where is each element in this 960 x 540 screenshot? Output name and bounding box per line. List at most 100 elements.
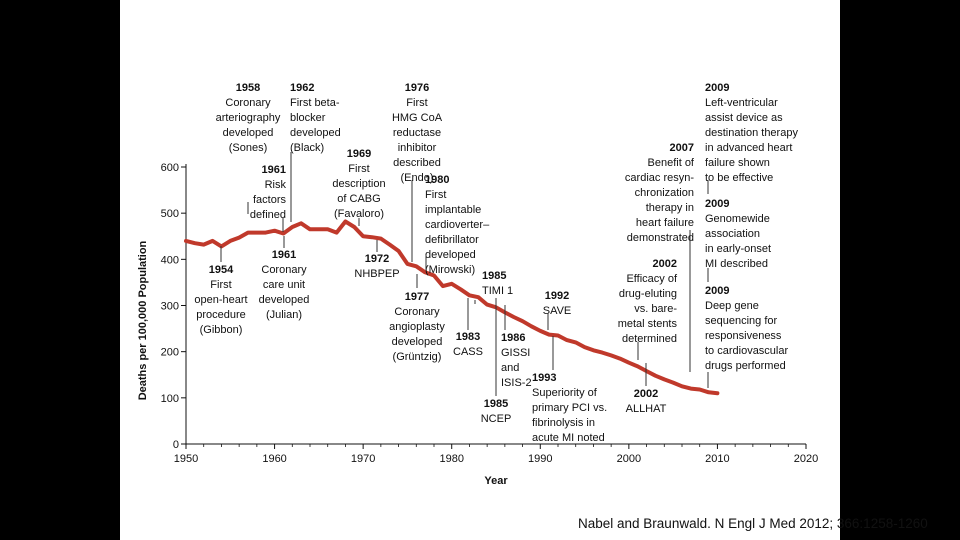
annotation-year: 2007 — [670, 142, 694, 154]
annotation-text: open-heart — [194, 294, 247, 306]
y-tick-label: 500 — [161, 208, 179, 220]
annotation-year: 1985 — [484, 398, 508, 410]
annotation-year: 1983 — [456, 331, 480, 343]
annotation-text: implantable — [425, 204, 481, 216]
annotation-text: ALLHAT — [626, 403, 667, 415]
annotation-text: TIMI 1 — [482, 285, 513, 297]
annotation-text: Genomewide — [705, 213, 770, 225]
annotation-text: developed — [425, 249, 476, 261]
annotation-text: HMG CoA — [392, 112, 443, 124]
annotation-text: cardioverter– — [425, 219, 490, 231]
annotation-text: responsiveness — [705, 330, 782, 342]
x-tick-label: 1990 — [528, 453, 552, 465]
annotation-text: (Gibbon) — [200, 324, 243, 336]
annotation-text: determined — [622, 333, 677, 345]
annotation-year: 1985 — [482, 270, 506, 282]
annotation-text: described — [393, 157, 441, 169]
annotation-text: of CABG — [337, 193, 380, 205]
annotation-year: 1993 — [532, 372, 556, 384]
annotation-text: association — [705, 228, 760, 240]
annotation-year: 1962 — [290, 82, 314, 94]
annotation-year: 1961 — [262, 164, 286, 176]
annotation-text: heart failure — [636, 217, 694, 229]
annotation-text: acute MI noted — [532, 432, 605, 444]
x-tick-label: 2020 — [794, 453, 818, 465]
y-tick-label: 0 — [173, 439, 179, 451]
annotation-year: 1980 — [425, 174, 449, 186]
annotation-text: blocker — [290, 112, 326, 124]
annotation-text: Coronary — [261, 264, 307, 276]
annotation-text: Coronary — [394, 306, 440, 318]
annotation-text: destination therapy — [705, 127, 798, 139]
annotation-text: therapy in — [646, 202, 694, 214]
annotation-year: 1972 — [365, 253, 389, 265]
y-tick-label: 100 — [161, 393, 179, 405]
annotation-text: NHBPEP — [354, 268, 399, 280]
annotation-text: drug-eluting — [619, 288, 677, 300]
annotation-text: in early-onset — [705, 243, 771, 255]
y-axis-title: Deaths per 100,000 Population — [137, 240, 149, 400]
annotation-text: MI described — [705, 258, 768, 270]
annotation-text: NCEP — [481, 413, 512, 425]
annotation-text: (Grüntzig) — [393, 351, 442, 363]
y-tick-label: 200 — [161, 347, 179, 359]
annotation-text: developed — [392, 336, 443, 348]
annotation-text: inhibitor — [398, 142, 437, 154]
annotation-text: arteriography — [216, 112, 281, 124]
annotation-text: sequencing for — [705, 315, 777, 327]
annotation-year: 2009 — [705, 82, 729, 94]
annotation-text: (Sones) — [229, 142, 268, 154]
x-tick-label: 2000 — [617, 453, 641, 465]
annotation-text: Left-ventricular — [705, 97, 778, 109]
annotation-text: fibrinolysis in — [532, 417, 595, 429]
annotation-text: in advanced heart — [705, 142, 792, 154]
annotation-text: failure shown — [705, 157, 770, 169]
x-tick-label: 1950 — [174, 453, 198, 465]
annotation-text: Efficacy of — [626, 273, 677, 285]
annotation-text: developed — [223, 127, 274, 139]
x-tick-label: 1960 — [262, 453, 286, 465]
x-tick-label: 2010 — [705, 453, 729, 465]
annotation-text: (Julian) — [266, 309, 302, 321]
annotation-year: 2002 — [653, 258, 677, 270]
y-tick-label: 600 — [161, 162, 179, 174]
annotation-text: chronization — [635, 187, 694, 199]
annotation-text: CASS — [453, 346, 483, 358]
annotation-text: assist device as — [705, 112, 783, 124]
annotation-text: drugs performed — [705, 360, 786, 372]
annotation-text: (Endo) — [400, 172, 433, 184]
annotation-text: First — [210, 279, 231, 291]
annotation-year: 1986 — [501, 332, 525, 344]
annotation-text: defibrillator — [425, 234, 479, 246]
annotation-text: reductase — [393, 127, 441, 139]
annotation-text: to cardiovascular — [705, 345, 788, 357]
annotation-text: (Black) — [290, 142, 324, 154]
annotation-year: 1969 — [347, 148, 371, 160]
annotation-text: Coronary — [225, 97, 271, 109]
annotation-year: 1954 — [209, 264, 234, 276]
annotation-text: to be effective — [705, 172, 773, 184]
annotation-year: 1958 — [236, 82, 260, 94]
annotation-text: First — [406, 97, 427, 109]
x-axis-title: Year — [484, 475, 508, 487]
annotation-text: First beta- — [290, 97, 340, 109]
annotation-text: Risk — [265, 179, 287, 191]
annotation-text: care unit — [263, 279, 305, 291]
annotation-text: primary PCI vs. — [532, 402, 607, 414]
annotation-text: ISIS-2 — [501, 377, 532, 389]
x-tick-label: 1970 — [351, 453, 375, 465]
annotation-text: SAVE — [543, 305, 572, 317]
annotation-text: metal stents — [618, 318, 678, 330]
annotation-text: Benefit of — [648, 157, 695, 169]
annotation-year: 1977 — [405, 291, 429, 303]
annotation-text: procedure — [196, 309, 246, 321]
annotation-text: (Favaloro) — [334, 208, 384, 220]
annotation-text: demonstrated — [627, 232, 694, 244]
slide: 0 100 200 300 400 500 600 1950 1960 1970 1980 1990 2… — [120, 0, 928, 540]
annotation-text: developed — [259, 294, 310, 306]
annotation-text: description — [332, 178, 385, 190]
annotation-text: developed — [290, 127, 341, 139]
annotation-text: First — [348, 163, 369, 175]
mortality-timeline-chart: 0 100 200 300 400 500 600 1950 1960 1970 1980 1990 2… — [137, 82, 818, 487]
